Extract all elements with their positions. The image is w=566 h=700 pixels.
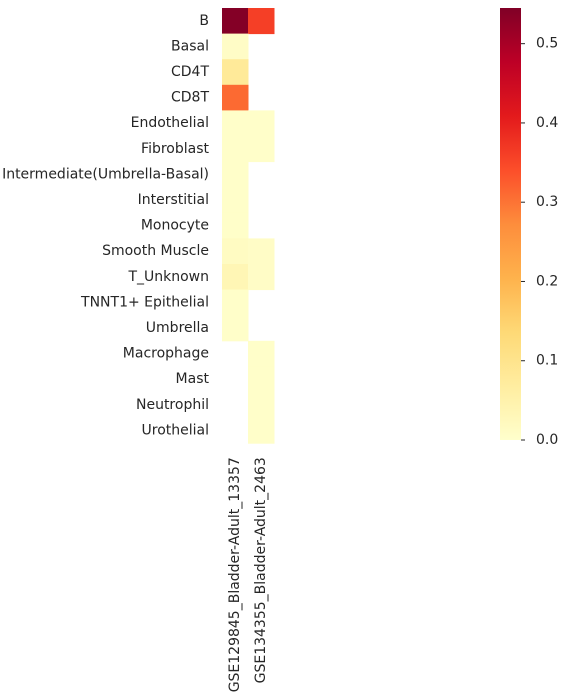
heatmap-cell (222, 289, 249, 316)
heatmap-cell (222, 136, 249, 163)
colorbar-tick-label: 0.2 (536, 273, 558, 289)
heatmap-cell (248, 136, 275, 163)
heatmap-cell (248, 238, 275, 265)
colorbar-tick-label: 0.0 (536, 432, 558, 448)
row-label: Neutrophil (136, 397, 209, 413)
heatmap-cell (222, 212, 249, 239)
row-label: Smooth Muscle (102, 243, 209, 259)
row-label: Mast (176, 371, 210, 387)
row-label: CD8T (171, 90, 209, 106)
heatmap-cell (248, 340, 275, 367)
heatmap-cell (222, 33, 249, 60)
heatmap-cell (222, 84, 249, 111)
row-label: Macrophage (123, 346, 209, 362)
row-label: Interstitial (138, 192, 209, 208)
row-label: TNNT1+ Epithelial (80, 294, 209, 310)
heatmap-cell (222, 315, 249, 342)
heatmap-cell (222, 110, 249, 137)
heatmap-cell (248, 417, 275, 444)
colorbar-tick-label: 0.1 (536, 353, 558, 369)
row-label: Basal (171, 38, 209, 54)
row-label: Fibroblast (141, 141, 209, 157)
heatmap-cell (222, 59, 249, 86)
row-label: Endothelial (131, 115, 209, 131)
heatmap-cell (248, 366, 275, 393)
row-label: CD4T (171, 64, 209, 80)
colorbar-tick-label: 0.5 (536, 36, 558, 52)
row-label: Intermediate(Umbrella-Basal) (2, 166, 209, 182)
column-label: GSE129845_Bladder-Adult_13357 (227, 457, 243, 692)
heatmap-cells (222, 8, 275, 444)
heatmap-cell (248, 264, 275, 291)
colorbar-tick-label: 0.4 (536, 115, 558, 131)
row-label: Umbrella (146, 320, 209, 336)
row-label: T_Unknown (127, 269, 209, 285)
row-label: Monocyte (141, 218, 209, 234)
heatmap-cell (222, 161, 249, 188)
heatmap-cell (248, 392, 275, 419)
row-labels: B Basal CD4T CD8T Endothelial Fibroblast Inter… (2, 13, 209, 439)
colorbar-ticks: 0.0 0.1 0.2 0.3 0.4 0.5 (521, 36, 558, 448)
row-label: B (199, 13, 209, 29)
colorbar-tick-label: 0.3 (536, 194, 558, 210)
heatmap-cell (248, 8, 275, 35)
column-labels: GSE129845_Bladder-Adult_13357 GSE134355_B… (227, 457, 269, 692)
heatmap-cell (222, 238, 249, 265)
heatmap-cell (222, 187, 249, 214)
row-label: Urothelial (142, 422, 209, 438)
heatmap-cell (248, 110, 275, 137)
heatmap-cell (222, 264, 249, 291)
colorbar: 0.0 0.1 0.2 0.3 0.4 0.5 (500, 8, 558, 448)
colorbar-gradient (500, 8, 521, 440)
column-label: GSE134355_Bladder-Adult_2463 (253, 457, 269, 683)
heatmap-cell (222, 8, 249, 35)
